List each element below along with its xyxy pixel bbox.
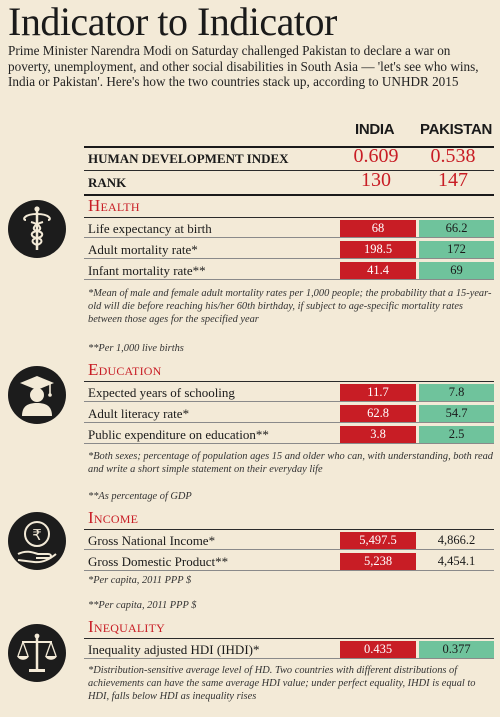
- table-row: Public expenditure on education** 3.8 2.…: [84, 425, 494, 444]
- table-row: Gross National Income* 5,497.5 4,866.2: [84, 531, 494, 550]
- row-divider: [84, 570, 494, 571]
- india-value-cell: 0.435: [340, 641, 416, 658]
- graduate-icon: [8, 366, 66, 424]
- table-row: Inequality adjusted HDI (IHDI)* 0.435 0.…: [84, 640, 494, 659]
- inequality-footnote: *Distribution-sensitive average level of…: [88, 665, 476, 702]
- scales-icon: [8, 624, 66, 682]
- pakistan-value-cell: 66.2: [419, 220, 494, 237]
- row-label: Infant mortality rate**: [88, 263, 206, 278]
- health-footnote-2: **Per 1,000 live births: [88, 343, 184, 354]
- header-rule: [84, 146, 494, 148]
- row-label: Adult mortality rate*: [88, 242, 198, 257]
- table-row: Adult mortality rate* 198.5 172: [84, 240, 494, 259]
- india-value-cell: 198.5: [340, 241, 416, 258]
- pakistan-value-cell: 69: [419, 262, 494, 279]
- row-label: Inequality adjusted HDI (IHDI)*: [88, 642, 260, 657]
- rank-india-value: 130: [361, 169, 391, 191]
- health-section-title: Health: [88, 196, 140, 215]
- pakistan-value-cell: 54.7: [419, 405, 494, 422]
- row-label: Life expectancy at birth: [88, 221, 212, 236]
- rupee-coin-icon: ₹: [8, 512, 66, 570]
- row-divider: [84, 443, 494, 444]
- india-value-cell: 5,238: [340, 553, 416, 570]
- row-label: Adult literacy rate*: [88, 406, 190, 421]
- education-title-rule: [84, 381, 494, 382]
- india-value-cell: 41.4: [340, 262, 416, 279]
- rank-pakistan-value: 147: [438, 169, 468, 191]
- education-section-title: Education: [88, 360, 162, 379]
- row-divider: [84, 237, 494, 238]
- income-title-rule: [84, 529, 494, 530]
- hdi-india-value: 0.609: [353, 145, 399, 167]
- education-footnote: *Both sexes; percentage of population ag…: [88, 451, 493, 475]
- hdi-rule: [84, 170, 494, 171]
- india-value-cell: 5,497.5: [340, 532, 416, 549]
- pakistan-value-cell: 4,454.1: [437, 554, 476, 568]
- row-label: Gross National Income*: [88, 533, 216, 548]
- pakistan-column-header: PAKISTAN: [420, 121, 493, 138]
- health-title-rule: [84, 217, 494, 218]
- pakistan-value-cell: 4,866.2: [437, 533, 476, 547]
- row-divider: [84, 422, 494, 423]
- caduceus-icon: [8, 200, 66, 258]
- table-row: Expected years of schooling 11.7 7.8: [84, 383, 494, 402]
- rank-rule: [84, 194, 494, 196]
- india-value-cell: 3.8: [340, 426, 416, 443]
- hdi-label: HUMAN DEVELOPMENT INDEX: [88, 151, 289, 166]
- health-footnote: *Mean of male and female adult mortality…: [88, 288, 492, 325]
- row-label: Public expenditure on education**: [88, 427, 269, 442]
- pakistan-value-cell: 2.5: [419, 426, 494, 443]
- income-section-title: Income: [88, 508, 139, 527]
- pakistan-value-cell: 7.8: [419, 384, 494, 401]
- page-title: Indicator to Indicator: [8, 0, 337, 44]
- rank-label: RANK: [88, 175, 127, 190]
- row-divider: [84, 279, 494, 280]
- india-value-cell: 11.7: [340, 384, 416, 401]
- table-row: Adult literacy rate* 62.8 54.7: [84, 404, 494, 423]
- row-divider: [84, 549, 494, 550]
- pakistan-value-cell: 172: [419, 241, 494, 258]
- row-label: Gross Domestic Product**: [88, 554, 229, 569]
- education-footnote-2: **As percentage of GDP: [88, 491, 192, 502]
- income-footnote: *Per capita, 2011 PPP $: [88, 575, 192, 586]
- india-column-header: INDIA: [355, 121, 395, 138]
- hdi-pakistan-value: 0.538: [430, 145, 476, 167]
- india-value-cell: 68: [340, 220, 416, 237]
- india-value-cell: 62.8: [340, 405, 416, 422]
- income-footnote-2: **Per capita, 2011 PPP $: [88, 600, 197, 611]
- inequality-section-title: Inequality: [88, 617, 165, 636]
- table-row: Infant mortality rate** 41.4 69: [84, 261, 494, 280]
- row-divider: [84, 658, 494, 659]
- svg-text:₹: ₹: [32, 526, 42, 544]
- row-divider: [84, 401, 494, 402]
- pakistan-value-cell: 0.377: [419, 641, 494, 658]
- table-row: Gross Domestic Product** 5,238 4,454.1: [84, 552, 494, 571]
- intro-text: Prime Minister Narendra Modi on Saturday…: [8, 43, 479, 89]
- inequality-title-rule: [84, 638, 494, 639]
- row-label: Expected years of schooling: [88, 385, 235, 400]
- table-row: Life expectancy at birth 68 66.2: [84, 219, 494, 238]
- row-divider: [84, 258, 494, 259]
